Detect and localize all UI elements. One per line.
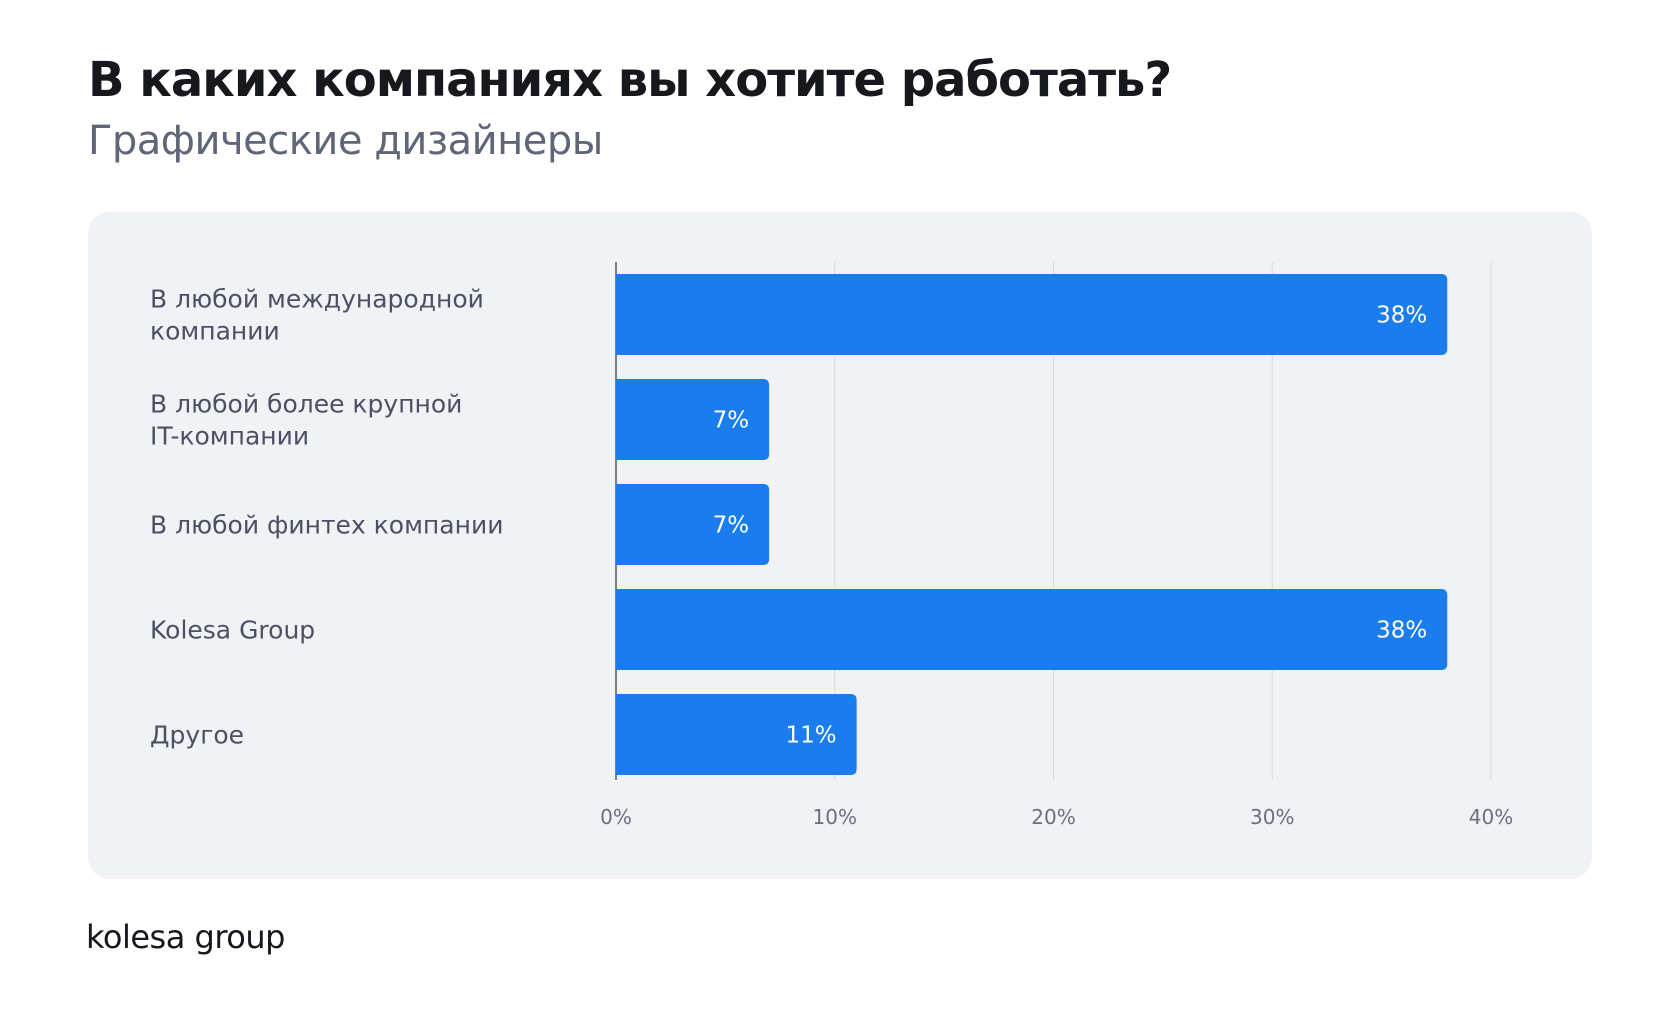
bar — [616, 274, 1448, 355]
category-label: Kolesa Group — [150, 616, 315, 645]
x-tick-label: 10% — [813, 805, 857, 829]
category-label: IT-компании — [150, 422, 309, 451]
kolesa-group-logo: kolesa group — [86, 918, 285, 956]
bar — [616, 589, 1448, 670]
category-label: В любой международной — [150, 285, 484, 314]
bar — [616, 484, 770, 565]
bar-value-label: 11% — [786, 723, 837, 749]
category-label: компании — [150, 317, 280, 346]
x-tick-label: 40% — [1469, 805, 1513, 829]
x-tick-label: 0% — [600, 805, 632, 829]
bar — [616, 379, 770, 460]
x-tick-label: 30% — [1250, 805, 1294, 829]
chart-subtitle: Графические дизайнеры — [88, 118, 603, 164]
bar — [616, 694, 857, 775]
bar-value-label: 7% — [713, 408, 750, 434]
category-label: В любой финтех компании — [150, 511, 503, 540]
chart-title: В каких компаниях вы хотите работать? — [88, 52, 1172, 108]
x-tick-label: 20% — [1031, 805, 1075, 829]
category-label: Другое — [150, 721, 244, 750]
bar-value-label: 38% — [1376, 618, 1427, 644]
bar-value-label: 38% — [1376, 303, 1427, 329]
category-label: В любой более крупной — [150, 390, 462, 419]
bar-value-label: 7% — [713, 513, 750, 539]
